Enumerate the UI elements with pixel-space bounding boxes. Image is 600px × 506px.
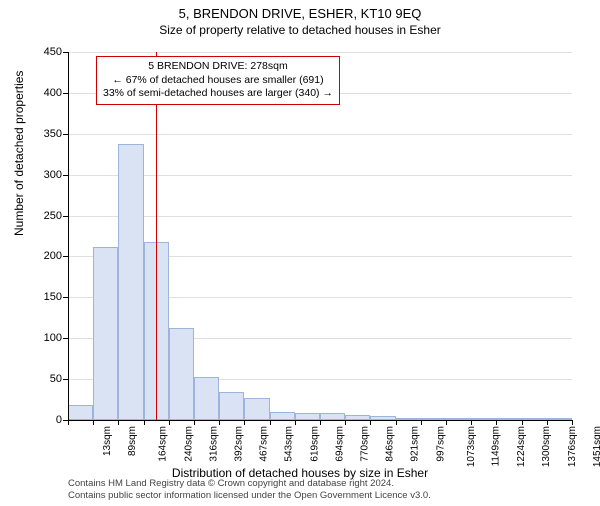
y-tick-label: 200 bbox=[32, 250, 62, 262]
x-tick-label: 392sqm bbox=[234, 426, 245, 462]
x-axis-line bbox=[68, 420, 572, 421]
y-tick-label: 100 bbox=[32, 332, 62, 344]
x-tick-label: 619sqm bbox=[309, 426, 320, 462]
callout-line3: 33% of semi-detached houses are larger (… bbox=[103, 87, 333, 101]
chart-area: 05010015020025030035040045013sqm89sqm164… bbox=[68, 52, 572, 420]
histogram-bar bbox=[219, 392, 244, 420]
histogram-bar bbox=[68, 405, 93, 420]
y-tick-label: 300 bbox=[32, 169, 62, 181]
histogram-bar bbox=[169, 328, 194, 420]
y-axis-line bbox=[68, 52, 69, 420]
x-tick-label: 240sqm bbox=[183, 426, 194, 462]
chart-title: 5, BRENDON DRIVE, ESHER, KT10 9EQ bbox=[0, 6, 600, 21]
y-tick-label: 350 bbox=[32, 128, 62, 140]
gridline bbox=[68, 52, 572, 53]
x-tick-label: 1149sqm bbox=[490, 426, 501, 466]
x-tick-label: 1073sqm bbox=[466, 426, 477, 467]
y-tick-label: 0 bbox=[32, 414, 62, 426]
x-tick-label: 164sqm bbox=[158, 426, 169, 462]
callout-box: 5 BRENDON DRIVE: 278sqm← 67% of detached… bbox=[96, 56, 340, 105]
footer-text: Contains HM Land Registry data © Crown c… bbox=[68, 478, 431, 502]
y-tick-label: 250 bbox=[32, 210, 62, 222]
histogram-bar bbox=[93, 247, 118, 420]
y-tick-label: 400 bbox=[32, 87, 62, 99]
x-tick-label: 770sqm bbox=[360, 426, 371, 462]
x-tick-label: 1300sqm bbox=[542, 426, 553, 467]
x-tick-label: 13sqm bbox=[102, 426, 113, 456]
x-tick-label: 1451sqm bbox=[592, 426, 600, 467]
histogram-bar bbox=[270, 412, 295, 420]
x-tick-label: 997sqm bbox=[435, 426, 446, 462]
callout-line2: ← 67% of detached houses are smaller (69… bbox=[103, 74, 333, 88]
x-tick-label: 89sqm bbox=[127, 426, 138, 456]
y-tick-label: 450 bbox=[32, 46, 62, 58]
gridline bbox=[68, 175, 572, 176]
x-tick-label: 1376sqm bbox=[567, 426, 578, 467]
chart-subtitle: Size of property relative to detached ho… bbox=[0, 23, 600, 37]
footer-line1: Contains HM Land Registry data © Crown c… bbox=[68, 478, 431, 490]
x-tick-label: 846sqm bbox=[385, 426, 396, 462]
x-tick-label: 921sqm bbox=[410, 426, 421, 462]
y-tick-label: 50 bbox=[32, 373, 62, 385]
histogram-bar bbox=[244, 398, 269, 420]
x-tick-label: 316sqm bbox=[208, 426, 219, 462]
histogram-bar bbox=[194, 377, 219, 420]
gridline bbox=[68, 134, 572, 135]
gridline bbox=[68, 216, 572, 217]
x-tick-label: 694sqm bbox=[334, 426, 345, 462]
y-tick-label: 150 bbox=[32, 291, 62, 303]
x-tick-label: 1224sqm bbox=[516, 426, 527, 467]
y-axis-label: Number of detached properties bbox=[12, 71, 26, 236]
plot-region: 05010015020025030035040045013sqm89sqm164… bbox=[68, 52, 572, 420]
footer-line2: Contains public sector information licen… bbox=[68, 490, 431, 502]
histogram-bar bbox=[118, 144, 143, 420]
x-tick-mark bbox=[572, 420, 573, 425]
callout-line1: 5 BRENDON DRIVE: 278sqm bbox=[103, 60, 333, 74]
x-tick-label: 543sqm bbox=[284, 426, 295, 462]
property-marker-line bbox=[156, 52, 157, 420]
x-tick-label: 467sqm bbox=[259, 426, 270, 462]
